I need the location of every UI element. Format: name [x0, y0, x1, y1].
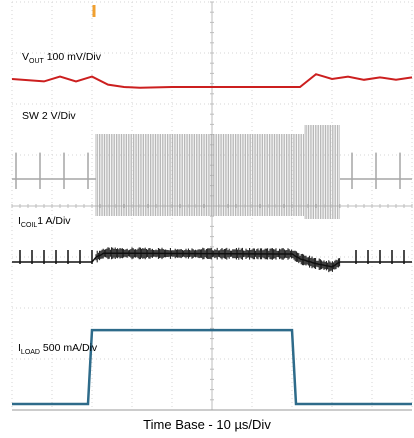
- trigger-marker: [93, 5, 96, 17]
- sw-label: SW 2 V/Div: [22, 110, 76, 122]
- x-axis-label: Time Base - 10 µs/Div: [0, 417, 414, 432]
